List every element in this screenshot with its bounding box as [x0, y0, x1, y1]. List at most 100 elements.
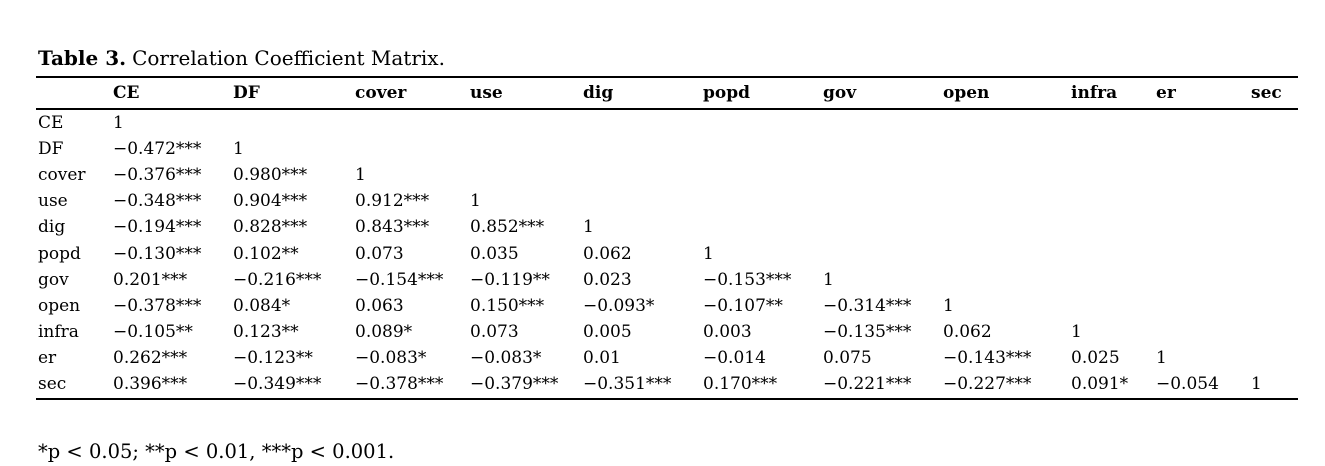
- cell-er-gov: 0.075: [823, 348, 872, 369]
- cell-cover-infra: [1071, 162, 1156, 188]
- significance-footnote: *p < 0.05; **p < 0.01, ***p < 0.001.: [38, 439, 395, 463]
- cell-open-use: 0.150***: [470, 295, 545, 316]
- row-label-dig: dig: [38, 217, 66, 238]
- cell-sec-sec: 1: [1251, 374, 1262, 395]
- cell-open-CE: −0.378***: [113, 295, 202, 316]
- cell-gov-use: −0.119**: [470, 269, 550, 290]
- cell-cover-cover: 1: [355, 164, 366, 185]
- cell-sec-use: −0.379***: [470, 374, 559, 395]
- cell-dig-CE: −0.194***: [113, 217, 202, 238]
- table-caption-title: Correlation Coefficient Matrix.: [132, 46, 445, 70]
- cell-use-open: [943, 189, 1071, 215]
- cell-open-DF: 0.084*: [233, 295, 291, 316]
- cell-gov-gov: 1: [823, 269, 834, 290]
- cell-popd-gov: [823, 241, 943, 267]
- cell-CE-open: [943, 109, 1071, 136]
- cell-CE-popd: [703, 109, 823, 136]
- cell-er-DF: −0.123**: [233, 348, 313, 369]
- table-row-CE: CE 1: [36, 109, 1298, 136]
- cell-cover-gov: [823, 162, 943, 188]
- cell-DF-sec: [1251, 136, 1298, 162]
- cell-popd-use: 0.035: [470, 243, 519, 264]
- column-header-er: er: [1156, 77, 1251, 110]
- cell-infra-dig: 0.005: [583, 322, 632, 343]
- cell-cover-sec: [1251, 162, 1298, 188]
- cell-dig-DF: 0.828***: [233, 217, 308, 238]
- cell-open-gov: −0.314***: [823, 295, 912, 316]
- cell-cover-CE: −0.376***: [113, 164, 202, 185]
- cell-use-infra: [1071, 189, 1156, 215]
- cell-er-sec: [1251, 346, 1298, 372]
- cell-sec-cover: −0.378***: [355, 374, 444, 395]
- cell-er-popd: −0.014: [703, 348, 766, 369]
- cell-use-use: 1: [470, 191, 481, 212]
- cell-er-dig: 0.01: [583, 348, 621, 369]
- cell-DF-gov: [823, 136, 943, 162]
- cell-DF-use: [470, 136, 583, 162]
- cell-infra-sec: [1251, 320, 1298, 346]
- cell-CE-sec: [1251, 109, 1298, 136]
- cell-DF-DF: 1: [233, 138, 244, 159]
- row-label-CE: CE: [38, 112, 64, 133]
- cell-gov-sec: [1251, 267, 1298, 293]
- cell-cover-DF: 0.980***: [233, 164, 308, 185]
- cell-DF-CE: −0.472***: [113, 138, 202, 159]
- cell-er-infra: 0.025: [1071, 348, 1120, 369]
- cell-DF-cover: [355, 136, 470, 162]
- table-row-er: er 0.262*** −0.123** −0.083* −0.083* 0.01 −0.0…: [36, 346, 1298, 372]
- row-label-cover: cover: [38, 164, 86, 185]
- table-row-cover: cover −0.376*** 0.980*** 1: [36, 162, 1298, 188]
- cell-gov-open: [943, 267, 1071, 293]
- cell-gov-popd: −0.153***: [703, 269, 792, 290]
- cell-popd-cover: 0.073: [355, 243, 404, 264]
- cell-CE-gov: [823, 109, 943, 136]
- cell-CE-use: [470, 109, 583, 136]
- cell-open-open: 1: [943, 295, 954, 316]
- cell-dig-gov: [823, 215, 943, 241]
- header-row: CE DF cover use dig popd gov open infra er sec: [36, 77, 1298, 110]
- cell-use-cover: 0.912***: [355, 191, 430, 212]
- column-header-DF: DF: [233, 77, 355, 110]
- cell-DF-dig: [583, 136, 703, 162]
- column-header-sec: sec: [1251, 77, 1298, 110]
- row-label-infra: infra: [38, 322, 79, 343]
- cell-open-er: [1156, 293, 1251, 319]
- cell-dig-cover: 0.843***: [355, 217, 430, 238]
- row-label-use: use: [38, 191, 68, 212]
- row-label-popd: popd: [38, 243, 81, 264]
- cell-sec-open: −0.227***: [943, 374, 1032, 395]
- cell-cover-popd: [703, 162, 823, 188]
- cell-infra-popd: 0.003: [703, 322, 752, 343]
- cell-er-er: 1: [1156, 348, 1167, 369]
- row-label-DF: DF: [38, 138, 64, 159]
- cell-CE-er: [1156, 109, 1251, 136]
- cell-dig-er: [1156, 215, 1251, 241]
- table-row-open: open −0.378*** 0.084* 0.063 0.150*** −0.093* −…: [36, 293, 1298, 319]
- cell-infra-DF: 0.123**: [233, 322, 299, 343]
- cell-sec-er: −0.054: [1156, 374, 1219, 395]
- cell-infra-infra: 1: [1071, 322, 1082, 343]
- cell-sec-gov: −0.221***: [823, 374, 912, 395]
- table-row-DF: DF −0.472*** 1: [36, 136, 1298, 162]
- cell-gov-dig: 0.023: [583, 269, 632, 290]
- cell-infra-er: [1156, 320, 1251, 346]
- cell-dig-open: [943, 215, 1071, 241]
- cell-CE-CE: 1: [113, 112, 124, 133]
- cell-gov-CE: 0.201***: [113, 269, 188, 290]
- cell-er-use: −0.083*: [470, 348, 542, 369]
- table-row-popd: popd −0.130*** 0.102** 0.073 0.035 0.062 1: [36, 241, 1298, 267]
- cell-open-infra: [1071, 293, 1156, 319]
- column-header-dig: dig: [583, 77, 703, 110]
- cell-CE-infra: [1071, 109, 1156, 136]
- cell-gov-DF: −0.216***: [233, 269, 322, 290]
- cell-open-sec: [1251, 293, 1298, 319]
- cell-infra-cover: 0.089*: [355, 322, 413, 343]
- cell-infra-gov: −0.135***: [823, 322, 912, 343]
- cell-DF-infra: [1071, 136, 1156, 162]
- correlation-matrix-table: CE DF cover use dig popd gov open infra er sec CE 1…: [36, 76, 1298, 401]
- cell-sec-popd: 0.170***: [703, 374, 778, 395]
- cell-infra-open: 0.062: [943, 322, 992, 343]
- cell-er-open: −0.143***: [943, 348, 1032, 369]
- cell-cover-open: [943, 162, 1071, 188]
- cell-DF-er: [1156, 136, 1251, 162]
